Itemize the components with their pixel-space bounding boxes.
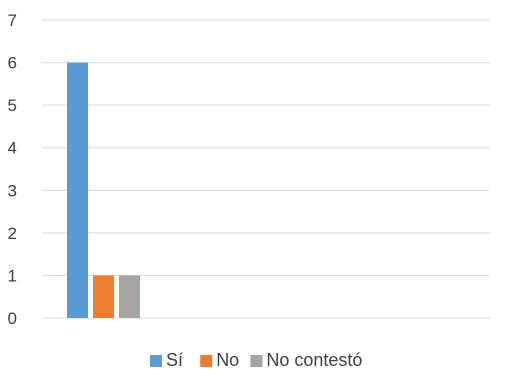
bar-no xyxy=(93,275,114,318)
legend-label: Sí xyxy=(166,350,183,370)
bars xyxy=(67,62,140,319)
y-tick-label: 5 xyxy=(8,96,17,115)
legend-item: No contestó xyxy=(250,350,362,370)
y-tick-label: 4 xyxy=(8,139,17,158)
y-tick-label: 1 xyxy=(8,266,17,285)
y-axis-ticks: 0 1 2 3 4 5 6 7 xyxy=(8,11,17,328)
bar-sí xyxy=(67,62,88,319)
legend-swatch xyxy=(200,355,213,367)
legend-swatch xyxy=(250,355,263,367)
y-tick-label: 0 xyxy=(8,309,17,328)
y-tick-label: 2 xyxy=(8,224,17,243)
y-tick-label: 6 xyxy=(8,54,17,73)
y-tick-label: 7 xyxy=(8,11,17,30)
legend-item: No xyxy=(200,350,239,370)
legend-item: Sí xyxy=(150,350,183,370)
legend-label: No contestó xyxy=(266,350,362,370)
legend-swatch xyxy=(150,355,162,367)
bar-no-contestó xyxy=(119,275,140,318)
legend-label: No xyxy=(216,350,239,370)
y-tick-label: 3 xyxy=(8,181,17,200)
gridlines xyxy=(42,19,490,319)
legend: Sí No No contestó xyxy=(150,350,362,370)
